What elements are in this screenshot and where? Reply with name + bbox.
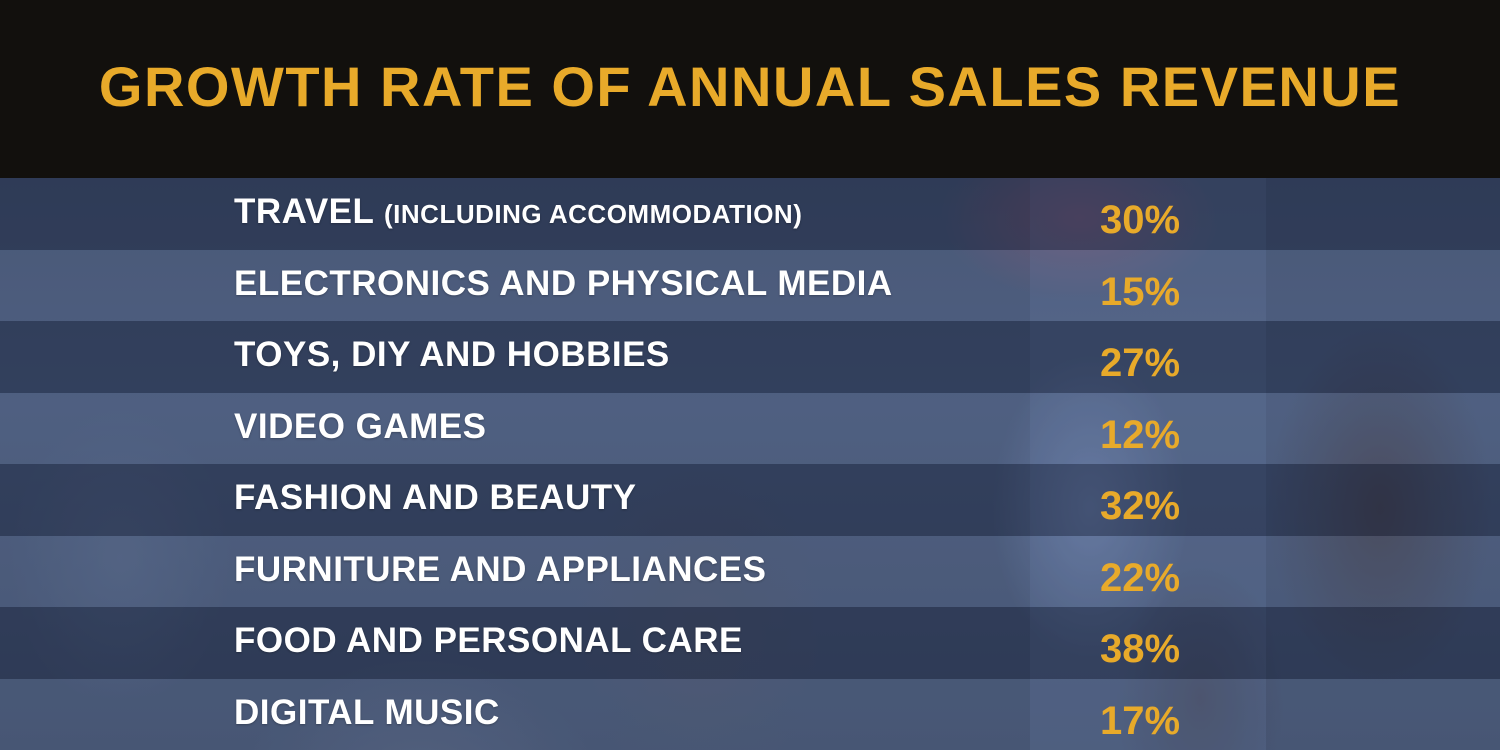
category-name: TOYS, DIY AND HOBBIES — [234, 335, 670, 374]
row-label: FOOD AND PERSONAL CARE — [234, 621, 743, 661]
row-label: FURNITURE AND APPLIANCES — [234, 550, 766, 590]
category-name: ELECTRONICS AND PHYSICAL MEDIA — [234, 263, 893, 303]
table-row: ELECTRONICS AND PHYSICAL MEDIA 15% — [0, 249, 1500, 321]
row-label: ELECTRONICS AND PHYSICAL MEDIA — [234, 264, 893, 304]
table-row: TRAVEL (INCLUDING ACCOMMODATION) 30% — [0, 178, 1500, 250]
table-row: VIDEO GAMES 12% — [0, 392, 1500, 464]
table-row: FOOD AND PERSONAL CARE 38% — [0, 607, 1500, 679]
title-bar: GROWTH RATE OF ANNUAL SALES REVENUE — [0, 0, 1500, 178]
category-name: TRAVEL — [234, 192, 374, 231]
value-column-band — [1030, 178, 1266, 750]
data-table: TRAVEL (INCLUDING ACCOMMODATION) 30% ELE… — [0, 178, 1500, 750]
growth-value: 27% — [1100, 341, 1181, 385]
row-label: VIDEO GAMES — [234, 407, 486, 447]
category-detail: (INCLUDING ACCOMMODATION) — [384, 199, 803, 229]
growth-value: 22% — [1100, 555, 1181, 600]
category-name: FASHION AND BEAUTY — [234, 478, 637, 517]
category-name: FURNITURE AND APPLIANCES — [234, 549, 767, 589]
table-row: FURNITURE AND APPLIANCES 22% — [0, 535, 1500, 607]
chart-title: GROWTH RATE OF ANNUAL SALES REVENUE — [98, 54, 1402, 118]
row-label: TRAVEL (INCLUDING ACCOMMODATION) — [234, 192, 802, 232]
growth-value: 32% — [1100, 484, 1181, 528]
growth-value: 17% — [1100, 698, 1181, 743]
category-name: DIGITAL MUSIC — [234, 692, 500, 732]
row-label: TOYS, DIY AND HOBBIES — [234, 335, 670, 375]
row-label: FASHION AND BEAUTY — [234, 478, 636, 518]
category-name: VIDEO GAMES — [234, 406, 487, 446]
category-name: FOOD AND PERSONAL CARE — [234, 621, 743, 660]
growth-value: 38% — [1100, 627, 1181, 671]
growth-value: 12% — [1100, 412, 1181, 457]
table-row: TOYS, DIY AND HOBBIES 27% — [0, 321, 1500, 393]
growth-value: 15% — [1100, 269, 1181, 314]
table-row: FASHION AND BEAUTY 32% — [0, 464, 1500, 536]
growth-value: 30% — [1100, 198, 1181, 242]
table-row: DIGITAL MUSIC 17% — [0, 678, 1500, 750]
blurred-crowd-background — [0, 178, 1500, 750]
row-label: DIGITAL MUSIC — [234, 693, 500, 733]
